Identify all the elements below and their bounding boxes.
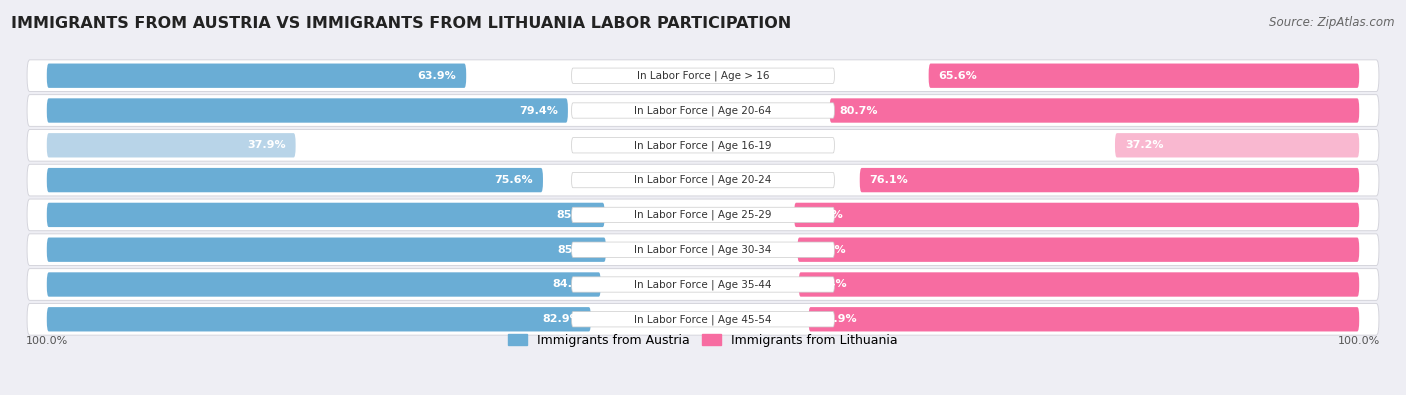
Text: 86.1%: 86.1% bbox=[804, 210, 842, 220]
Text: In Labor Force | Age 20-64: In Labor Force | Age 20-64 bbox=[634, 105, 772, 116]
Text: IMMIGRANTS FROM AUSTRIA VS IMMIGRANTS FROM LITHUANIA LABOR PARTICIPATION: IMMIGRANTS FROM AUSTRIA VS IMMIGRANTS FR… bbox=[11, 16, 792, 31]
Text: 100.0%: 100.0% bbox=[1339, 336, 1381, 346]
FancyBboxPatch shape bbox=[572, 103, 834, 118]
FancyBboxPatch shape bbox=[46, 203, 605, 227]
Legend: Immigrants from Austria, Immigrants from Lithuania: Immigrants from Austria, Immigrants from… bbox=[503, 329, 903, 352]
Text: Source: ZipAtlas.com: Source: ZipAtlas.com bbox=[1270, 16, 1395, 29]
Text: 76.1%: 76.1% bbox=[870, 175, 908, 185]
FancyBboxPatch shape bbox=[27, 164, 1379, 196]
FancyBboxPatch shape bbox=[830, 98, 1360, 123]
Text: In Labor Force | Age 25-29: In Labor Force | Age 25-29 bbox=[634, 210, 772, 220]
Text: In Labor Force | Age 30-34: In Labor Force | Age 30-34 bbox=[634, 245, 772, 255]
FancyBboxPatch shape bbox=[572, 277, 834, 292]
Text: 79.4%: 79.4% bbox=[519, 105, 558, 115]
FancyBboxPatch shape bbox=[46, 237, 606, 262]
FancyBboxPatch shape bbox=[794, 203, 1360, 227]
FancyBboxPatch shape bbox=[572, 207, 834, 222]
Text: 82.9%: 82.9% bbox=[543, 314, 581, 324]
FancyBboxPatch shape bbox=[27, 234, 1379, 265]
FancyBboxPatch shape bbox=[799, 272, 1360, 297]
FancyBboxPatch shape bbox=[928, 64, 1360, 88]
FancyBboxPatch shape bbox=[572, 173, 834, 188]
Text: 37.2%: 37.2% bbox=[1125, 140, 1163, 150]
Text: In Labor Force | Age > 16: In Labor Force | Age > 16 bbox=[637, 70, 769, 81]
Text: 85.6%: 85.6% bbox=[807, 245, 846, 255]
FancyBboxPatch shape bbox=[27, 303, 1379, 335]
Text: 100.0%: 100.0% bbox=[25, 336, 67, 346]
FancyBboxPatch shape bbox=[27, 130, 1379, 161]
Text: 63.9%: 63.9% bbox=[418, 71, 457, 81]
Text: In Labor Force | Age 45-54: In Labor Force | Age 45-54 bbox=[634, 314, 772, 325]
FancyBboxPatch shape bbox=[46, 64, 467, 88]
FancyBboxPatch shape bbox=[808, 307, 1360, 331]
FancyBboxPatch shape bbox=[27, 269, 1379, 300]
Text: 83.9%: 83.9% bbox=[818, 314, 858, 324]
Text: 85.4%: 85.4% bbox=[808, 280, 848, 290]
FancyBboxPatch shape bbox=[27, 199, 1379, 231]
Text: 85.0%: 85.0% bbox=[557, 210, 595, 220]
FancyBboxPatch shape bbox=[859, 168, 1360, 192]
Text: 65.6%: 65.6% bbox=[939, 71, 977, 81]
FancyBboxPatch shape bbox=[572, 68, 834, 83]
FancyBboxPatch shape bbox=[27, 60, 1379, 92]
FancyBboxPatch shape bbox=[572, 312, 834, 327]
FancyBboxPatch shape bbox=[46, 168, 543, 192]
Text: In Labor Force | Age 20-24: In Labor Force | Age 20-24 bbox=[634, 175, 772, 185]
Text: 37.9%: 37.9% bbox=[247, 140, 285, 150]
Text: 80.7%: 80.7% bbox=[839, 105, 877, 115]
FancyBboxPatch shape bbox=[46, 307, 591, 331]
Text: 75.6%: 75.6% bbox=[495, 175, 533, 185]
Text: 85.2%: 85.2% bbox=[558, 245, 596, 255]
Text: In Labor Force | Age 35-44: In Labor Force | Age 35-44 bbox=[634, 279, 772, 290]
Text: In Labor Force | Age 16-19: In Labor Force | Age 16-19 bbox=[634, 140, 772, 150]
FancyBboxPatch shape bbox=[1115, 133, 1360, 158]
FancyBboxPatch shape bbox=[46, 133, 295, 158]
FancyBboxPatch shape bbox=[46, 272, 600, 297]
FancyBboxPatch shape bbox=[27, 95, 1379, 126]
FancyBboxPatch shape bbox=[572, 242, 834, 258]
FancyBboxPatch shape bbox=[46, 98, 568, 123]
Text: 84.4%: 84.4% bbox=[553, 280, 591, 290]
FancyBboxPatch shape bbox=[797, 237, 1360, 262]
FancyBboxPatch shape bbox=[572, 137, 834, 153]
